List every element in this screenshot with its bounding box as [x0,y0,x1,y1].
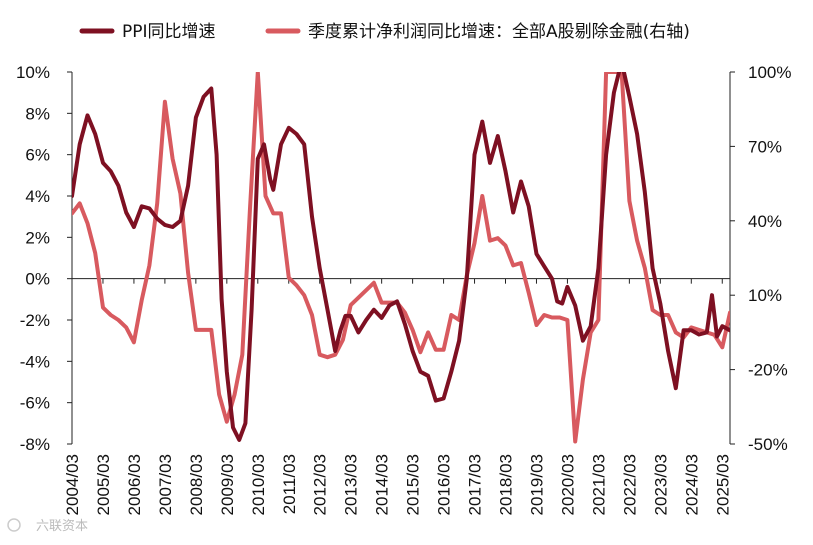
x-tick-label: 2007/03 [156,454,175,515]
x-tick-label: 2006/03 [125,454,144,515]
x-tick-label: 2018/03 [497,454,516,515]
watermark-logo-icon [7,518,21,532]
x-tick-label: 2014/03 [373,454,392,515]
axes: 10% 8% 6% 4% 2% 0% -2% -4% -6% -8% 100% 70% 40% 10% -2… [16,63,792,515]
x-tick-label: 2021/03 [589,454,608,515]
legend-label-profit: 季度累计净利润同比增速：全部A股剔除金融(右轴) [308,22,690,42]
x-tick-label: 2009/03 [218,454,237,515]
left-tick-label: -8% [20,435,50,454]
left-tick-label: -2% [20,311,50,330]
x-tick-label: 2005/03 [94,454,113,515]
x-tick-label: 2011/03 [280,454,299,514]
x-tick-label: 2016/03 [435,454,454,515]
left-tick-label: 2% [25,228,50,247]
x-tick-label: 2008/03 [187,454,206,515]
right-tick-label: 100% [748,63,791,82]
x-tick-label: 2023/03 [651,454,670,515]
left-tick-label: -6% [20,394,50,413]
left-tick-label: 6% [25,146,50,165]
x-tick-label: 2022/03 [620,454,639,515]
x-tick-label: 2010/03 [249,454,268,515]
right-tick-label: -50% [748,435,788,454]
x-tick-label: 2020/03 [558,454,577,515]
left-tick-label: 0% [25,270,50,289]
series-line-profit [72,72,730,444]
legend: PPI同比增速 季度累计净利润同比增速：全部A股剔除金融(右轴) [79,22,690,42]
right-tick-label: -20% [748,361,788,380]
x-tick-label: 2004/03 [63,454,82,515]
x-tick-label: 2019/03 [527,454,546,515]
x-tick-label: 2024/03 [682,454,701,515]
legend-label-ppi: PPI同比增速 [122,22,216,42]
x-tick-label: 2017/03 [466,454,485,515]
right-tick-label: 40% [748,212,782,231]
series-line-ppi [72,72,730,442]
x-tick-label: 2013/03 [342,454,361,515]
watermark: 六联资本 [7,518,88,534]
left-tick-label: -4% [20,352,50,371]
left-tick-label: 10% [16,63,50,82]
left-tick-label: 4% [25,187,50,206]
x-tick-label: 2015/03 [404,454,423,515]
left-tick-label: 8% [25,104,50,123]
series-lines [72,72,730,444]
right-tick-label: 70% [748,137,782,156]
right-tick-label: 10% [748,286,782,305]
x-tick-label: 2025/03 [713,454,732,515]
watermark-text: 六联资本 [36,519,88,534]
x-tick-label: 2012/03 [311,454,330,515]
